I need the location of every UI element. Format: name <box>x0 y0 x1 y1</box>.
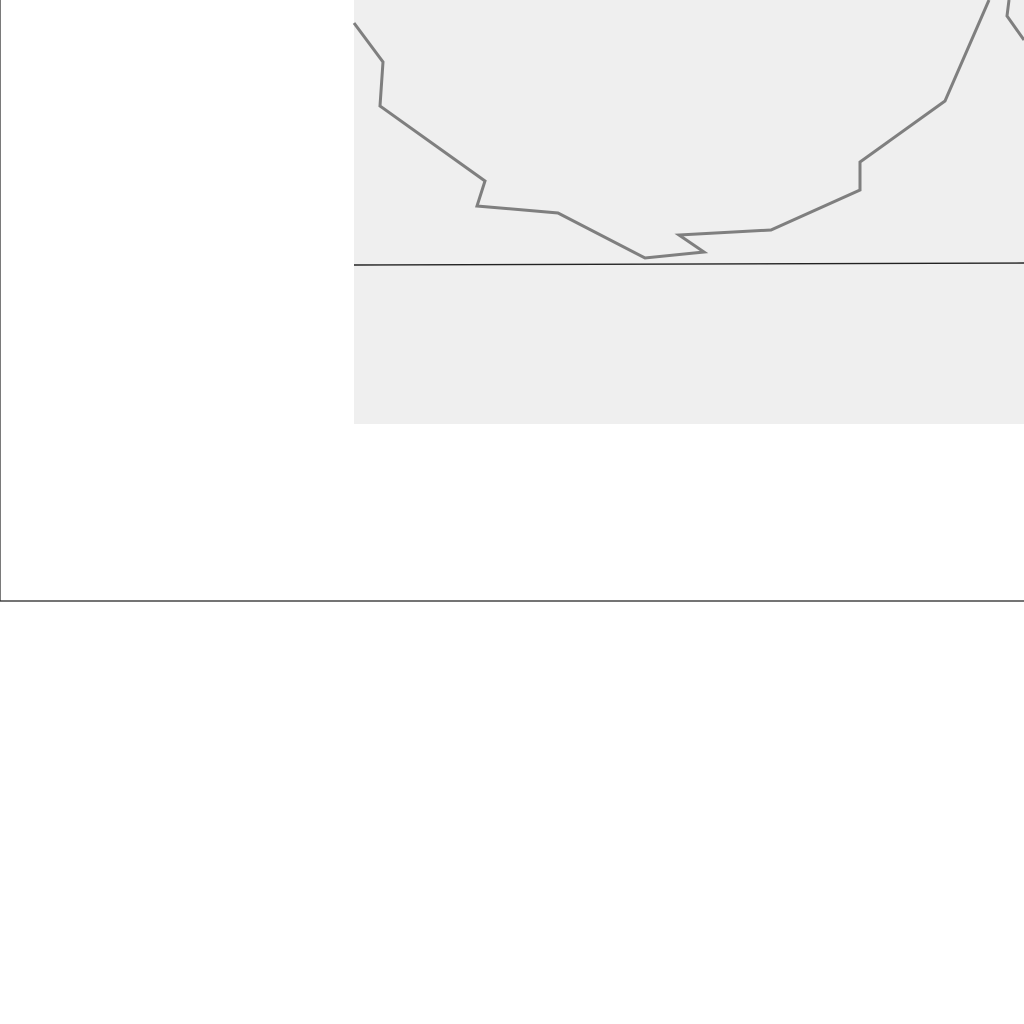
horizontal-baseline <box>353 262 1024 266</box>
bowl-outline-main <box>352 0 991 260</box>
outer-frame <box>0 0 1024 602</box>
bowl-outline-right-fragment <box>1005 0 1024 41</box>
gray-panel <box>354 0 1024 424</box>
